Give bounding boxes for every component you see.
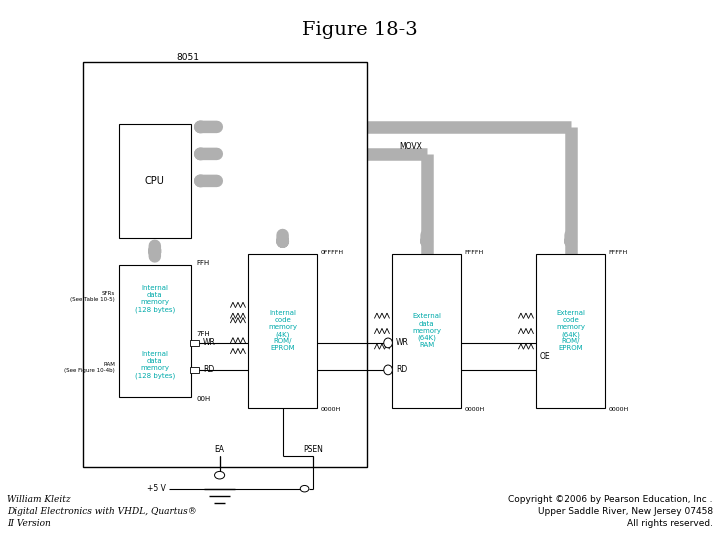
Text: 0FFFFH: 0FFFFH <box>320 249 343 255</box>
Text: CPU: CPU <box>145 176 165 186</box>
Text: Figure 18-3: Figure 18-3 <box>302 21 418 39</box>
Bar <box>119 265 191 397</box>
Bar <box>536 254 605 408</box>
Text: +5 V: +5 V <box>147 484 166 493</box>
Text: MOVX: MOVX <box>399 143 422 151</box>
Text: External
data
memory
(64K)
RAM: External data memory (64K) RAM <box>412 314 441 348</box>
Text: EA: EA <box>215 446 225 454</box>
Text: FFH: FFH <box>197 260 210 266</box>
Text: Internal
data
memory
(128 bytes): Internal data memory (128 bytes) <box>135 352 175 379</box>
Text: 00H: 00H <box>197 395 211 402</box>
Ellipse shape <box>384 365 392 375</box>
Text: Copyright ©2006 by Pearson Education, Inc .: Copyright ©2006 by Pearson Education, In… <box>508 495 713 504</box>
Text: FFFFH: FFFFH <box>464 249 484 255</box>
Text: FFFFH: FFFFH <box>608 249 628 255</box>
Bar <box>119 124 191 238</box>
Text: RD: RD <box>203 366 215 374</box>
Text: WR: WR <box>396 339 409 347</box>
Bar <box>83 62 367 467</box>
Text: 0000H: 0000H <box>320 407 341 412</box>
Text: PSEN: PSEN <box>303 446 323 454</box>
Text: Internal
data
memory
(128 bytes): Internal data memory (128 bytes) <box>135 285 175 313</box>
Bar <box>392 254 461 408</box>
Text: External
code
memory
(64K)
ROM/
EPROM: External code memory (64K) ROM/ EPROM <box>556 310 585 352</box>
Text: All rights reserved.: All rights reserved. <box>627 519 713 528</box>
Text: RD: RD <box>396 366 408 374</box>
Text: RAM
(See Figure 10-4b): RAM (See Figure 10-4b) <box>65 362 115 373</box>
Circle shape <box>215 471 225 479</box>
Text: SFRs
(See Table 10-5): SFRs (See Table 10-5) <box>71 291 115 302</box>
Text: 0000H: 0000H <box>464 407 485 412</box>
Text: William Kleitz: William Kleitz <box>7 495 71 504</box>
Text: Upper Saddle River, New Jersey 07458: Upper Saddle River, New Jersey 07458 <box>538 507 713 516</box>
Bar <box>190 367 199 373</box>
Text: 7FH: 7FH <box>197 330 210 336</box>
Text: Internal
code
memory
(4K)
ROM/
EPROM: Internal code memory (4K) ROM/ EPROM <box>268 310 297 352</box>
Text: II Version: II Version <box>7 519 51 528</box>
Text: OE: OE <box>540 352 551 361</box>
Bar <box>190 340 199 346</box>
Circle shape <box>300 485 309 492</box>
Text: 0000H: 0000H <box>608 407 629 412</box>
Text: 8051: 8051 <box>176 53 199 62</box>
Text: WR: WR <box>203 339 216 347</box>
Bar <box>248 254 317 408</box>
Ellipse shape <box>384 338 392 348</box>
Text: Digital Electronics with VHDL, Quartus®: Digital Electronics with VHDL, Quartus® <box>7 507 197 516</box>
